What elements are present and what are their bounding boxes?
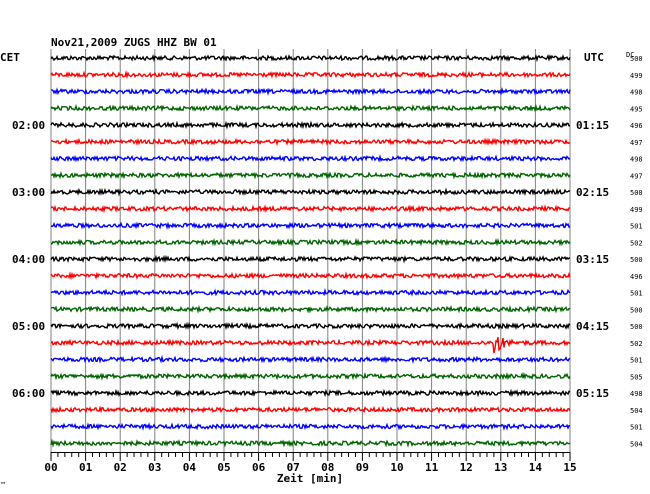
- x-tick-label: 14: [529, 461, 543, 474]
- x-tick-label: 09: [356, 461, 369, 474]
- x-tick-label: 15: [563, 461, 576, 474]
- trace-line: [50, 120, 571, 130]
- dc-offset-label: 500: [630, 256, 643, 264]
- dc-offset-label: 498: [630, 156, 643, 164]
- right-hour-label: 01:15: [576, 119, 609, 132]
- x-tick-label: 05: [217, 461, 230, 474]
- right-hour-label: 03:15: [576, 253, 609, 266]
- x-tick-label: 02: [114, 461, 127, 474]
- x-tick-label: 13: [494, 461, 507, 474]
- x-tick-label: 06: [252, 461, 266, 474]
- x-tick-label: 11: [425, 461, 439, 474]
- dc-offset-label: 502: [630, 340, 643, 348]
- trace-line: [50, 153, 571, 163]
- dc-offset-label: 502: [630, 239, 643, 247]
- x-tick-label: 08: [321, 461, 334, 474]
- left-zone-label: CET: [0, 51, 20, 64]
- dc-offset-label: 501: [630, 357, 643, 365]
- x-tick-label: 04: [183, 461, 197, 474]
- trace-line: [50, 354, 571, 365]
- x-tick-label: 01: [79, 461, 93, 474]
- x-tick-label: 00: [44, 461, 57, 474]
- dc-offset-label: 498: [630, 89, 643, 97]
- trace-lines: [50, 53, 571, 448]
- dc-offset-label: 498: [630, 390, 643, 398]
- trace-line: [50, 321, 571, 331]
- dc-offset-label: 500: [630, 55, 643, 63]
- trace-line: [50, 237, 571, 247]
- dc-offset-label: 501: [630, 424, 643, 432]
- right-hour-label: 02:15: [576, 186, 609, 199]
- dc-offset-label: 504: [630, 440, 643, 448]
- dc-offset-label: 495: [630, 105, 643, 113]
- footnote: ™: [1, 481, 5, 489]
- trace-line: [50, 271, 571, 281]
- trace-line: [50, 287, 571, 297]
- left-hour-label: 03:00: [12, 186, 45, 199]
- trace-line: [50, 388, 571, 398]
- trace-line: [50, 187, 571, 197]
- trace-line: [50, 204, 571, 214]
- dc-offset-label: 501: [630, 223, 643, 231]
- x-tick-label: 10: [390, 461, 403, 474]
- x-tick-label: 12: [460, 461, 473, 474]
- left-hour-label: 02:00: [12, 119, 45, 132]
- dc-offset-label: 496: [630, 273, 643, 281]
- trace-line: [50, 137, 571, 147]
- right-hour-label: 05:15: [576, 387, 609, 400]
- trace-line: [50, 337, 571, 354]
- x-tick-label: 07: [287, 461, 300, 474]
- dc-offset-label: 499: [630, 206, 643, 214]
- trace-line: [50, 53, 571, 63]
- trace-line: [51, 87, 571, 96]
- left-hour-label: 05:00: [12, 320, 45, 333]
- dc-offset-label: 500: [630, 323, 643, 331]
- dc-offset-label: 497: [630, 172, 643, 180]
- trace-line: [50, 371, 571, 381]
- trace-line: [50, 438, 571, 448]
- dc-offset-label: 499: [630, 72, 643, 80]
- left-hour-label: 06:00: [12, 387, 45, 400]
- trace-line: [50, 304, 571, 314]
- minute-grid: [50, 49, 571, 461]
- trace-line: [50, 70, 571, 80]
- dc-offset-label: 504: [630, 407, 643, 415]
- dc-offset-label: 505: [630, 373, 643, 381]
- dc-offset-label: 501: [630, 290, 643, 298]
- trace-line: [50, 422, 571, 431]
- dc-offset-label: 500: [630, 189, 643, 197]
- dc-offset-label: 496: [630, 122, 643, 130]
- right-hour-label: 04:15: [576, 320, 609, 333]
- offset-header: DC: [626, 51, 634, 59]
- left-hour-label: 04:00: [12, 253, 45, 266]
- trace-line: [50, 405, 571, 414]
- right-zone-label: UTC: [584, 51, 604, 64]
- trace-line: [50, 171, 571, 180]
- chart-title: Nov21,2009 ZUGS HHZ BW 01: [51, 36, 217, 49]
- dc-offset-label: 497: [630, 139, 643, 147]
- x-tick-label: 03: [148, 461, 161, 474]
- trace-line: [50, 103, 571, 113]
- x-axis-label: Zeit [min]: [277, 472, 343, 485]
- dc-offset-label: 500: [630, 306, 643, 314]
- chart-labels: Nov21,2009 ZUGS HHZ BW 01 CET UTC DC Zei…: [0, 36, 643, 489]
- trace-line: [50, 221, 571, 230]
- trace-line: [50, 254, 571, 264]
